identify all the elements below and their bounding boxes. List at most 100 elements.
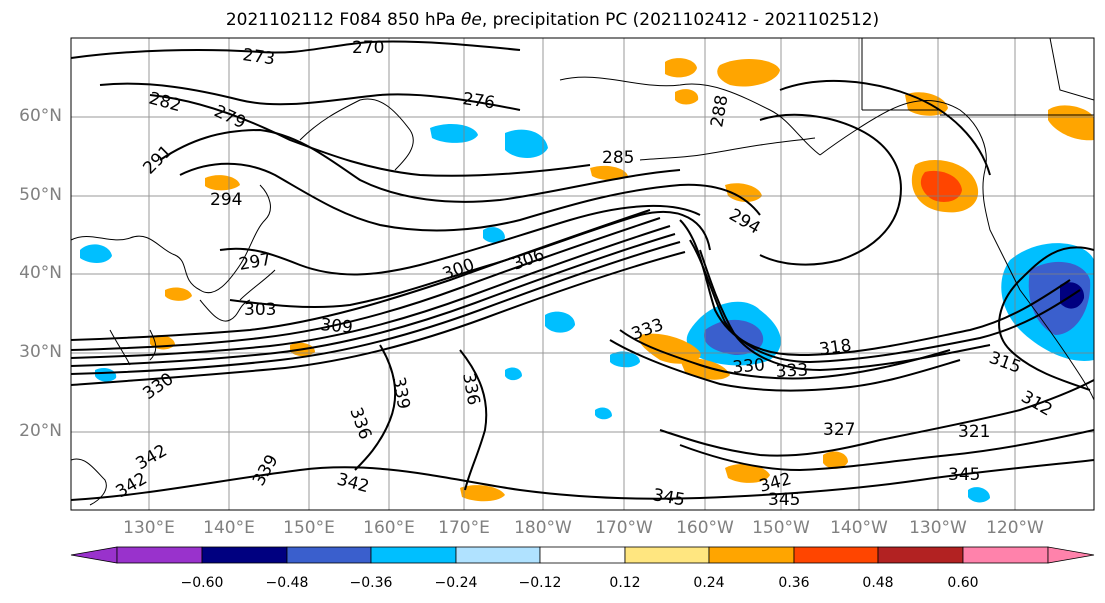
contour-label: 342 (335, 470, 372, 498)
contour-line (71, 251, 686, 386)
contour-label: 318 (818, 336, 853, 360)
contour-label: 273 (241, 45, 276, 69)
colorbar-extend-high (1047, 546, 1095, 564)
contour-line (71, 233, 676, 367)
precip-blob (725, 183, 762, 202)
colorbar-tick-label: 0.48 (862, 575, 894, 591)
precip-blob (545, 311, 575, 333)
contour-line (71, 40, 521, 59)
contour-label: 345 (651, 485, 686, 510)
lat-label: 30°N (19, 342, 62, 362)
colorbar-extend-low (70, 546, 118, 564)
contour-label: 270 (352, 38, 384, 58)
contour-line (689, 239, 1081, 364)
contour-label: 321 (958, 422, 990, 442)
precip-blob (505, 367, 522, 381)
contour-line (71, 225, 671, 359)
lat-label: 60°N (19, 106, 62, 126)
contour-line (779, 79, 991, 176)
contour-line (99, 82, 521, 111)
contour-line (679, 429, 1094, 472)
lon-label: 160°E (363, 518, 415, 538)
contour-label: 282 (147, 89, 184, 117)
colorbar-tick-label: −0.12 (518, 575, 562, 591)
contour-label: 294 (210, 190, 242, 210)
coastline (639, 137, 816, 161)
coastline (109, 329, 157, 366)
colorbar-segment (624, 546, 710, 564)
colorbar-tick-label: −0.36 (349, 575, 393, 591)
lat-label: 20°N (19, 421, 62, 441)
contour-label: 309 (320, 315, 354, 338)
precip-blob (610, 351, 640, 368)
contour-label: 297 (237, 250, 272, 275)
contour-label: 285 (602, 148, 634, 168)
contour-line (149, 94, 591, 177)
contour-line (759, 113, 902, 266)
colorbar-segment (539, 546, 626, 564)
contour-label: 339 (249, 451, 283, 489)
contour-line (354, 344, 397, 471)
contour-line (71, 217, 661, 351)
contour-label: 300 (440, 255, 477, 285)
colorbar-segment (877, 546, 964, 564)
contour-label: 276 (461, 89, 496, 113)
colorbar-tick-label: 0.12 (609, 575, 641, 591)
colorbar-segment (962, 546, 1049, 564)
precip-blob (80, 244, 112, 263)
coastline (299, 98, 414, 171)
precip-blob (639, 333, 701, 364)
contour-line (998, 246, 1094, 391)
contour-label: 303 (244, 300, 276, 320)
lon-label: 160°W (676, 518, 734, 538)
coastline (559, 76, 821, 156)
colorbar-tick-label: −0.48 (265, 575, 309, 591)
colorbar-segment (793, 546, 879, 564)
precip-blob (823, 451, 848, 469)
lat-label: 50°N (19, 185, 62, 205)
colorbar-segment (370, 546, 457, 564)
precip-blob (665, 58, 697, 78)
colorbar-segment (201, 546, 288, 564)
contour-label: 333 (775, 360, 808, 382)
contour-label: 345 (948, 465, 980, 485)
contour-label: 336 (458, 371, 483, 406)
colorbar-segment (455, 546, 541, 564)
colorbar-tick-label: 0.24 (693, 575, 725, 591)
precip-blob (205, 175, 240, 191)
colorbar-tick-label: 0.60 (947, 575, 979, 591)
coastline (199, 269, 276, 322)
contour-label: 336 (345, 405, 375, 442)
contour-line (71, 241, 681, 375)
contour-line (619, 329, 951, 380)
precip-blob (430, 124, 478, 143)
precip-blob (1048, 105, 1094, 141)
contour-line (71, 209, 651, 341)
coastline (1049, 38, 1094, 101)
lon-label: 180°W (514, 518, 572, 538)
lon-label: 150°W (752, 518, 810, 538)
precip-blob (968, 487, 990, 503)
colorbar-tick-label: −0.60 (180, 575, 224, 591)
colorbar-segment (286, 546, 372, 564)
colorbar-segment (116, 546, 203, 564)
contour-label: 342 (113, 469, 151, 503)
precip-blob (165, 287, 192, 301)
precip-blob (920, 170, 962, 202)
contour-label: 339 (388, 375, 413, 410)
contour-line (609, 339, 961, 392)
lon-label: 140°W (830, 518, 888, 538)
contour-label: 294 (726, 205, 764, 239)
precip-blob (595, 407, 612, 420)
contour-label: 291 (139, 141, 176, 178)
lon-label: 130°W (909, 518, 967, 538)
lat-label: 40°N (19, 263, 62, 283)
colorbar-tick-label: −0.24 (434, 575, 478, 591)
contour-label: 330 (139, 369, 177, 404)
map-frame (70, 37, 1095, 511)
contour-label: 312 (1018, 387, 1056, 421)
coastline (71, 184, 271, 293)
lon-label: 130°E (123, 518, 175, 538)
colorbar (70, 546, 1095, 564)
